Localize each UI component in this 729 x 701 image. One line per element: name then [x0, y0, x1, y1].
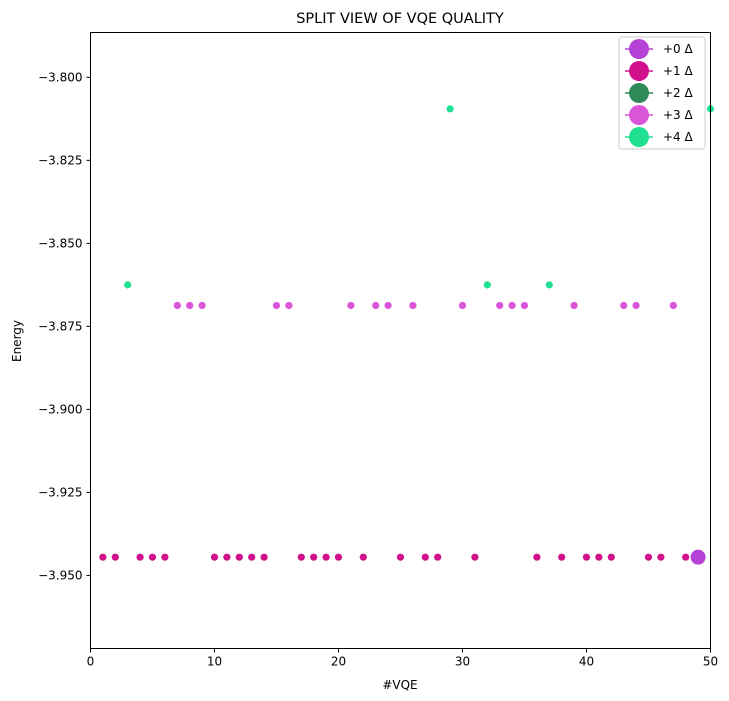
legend-marker — [629, 105, 649, 125]
scatter-point — [334, 553, 343, 561]
x-axis-label: #VQE — [382, 678, 417, 692]
scatter-point — [124, 281, 132, 289]
scatter-point — [446, 105, 454, 113]
scatter-point — [198, 301, 206, 310]
scatter-point — [632, 301, 640, 310]
x-tick-label: 0 — [87, 655, 95, 669]
scatter-point — [347, 301, 355, 310]
scatter-point — [409, 301, 417, 310]
x-axis: 0 10 20 30 40 50 — [87, 648, 718, 669]
scatter-point — [148, 553, 157, 561]
scatter-point — [297, 553, 305, 561]
legend-label: +3 Δ — [663, 108, 694, 122]
scatter-point — [483, 281, 491, 289]
scatter-point — [669, 301, 677, 310]
x-tick-label: 30 — [455, 655, 470, 669]
scatter-point — [260, 553, 268, 561]
y-tick-label: −3.800 — [38, 70, 82, 84]
scatter-point — [310, 553, 318, 561]
scatter-point — [508, 301, 516, 310]
scatter-point — [620, 301, 628, 310]
scatter-point — [248, 553, 256, 561]
scatter-point — [533, 553, 541, 561]
scatter-point — [545, 281, 553, 289]
scatter-point — [657, 553, 665, 561]
scatter-point — [186, 301, 194, 310]
scatter-point — [471, 553, 479, 561]
highlight-point — [690, 549, 706, 565]
scatter-point — [595, 553, 603, 561]
scatter-point — [161, 553, 169, 561]
legend-label: +2 Δ — [663, 86, 694, 100]
scatter-point — [99, 553, 107, 561]
scatter-point — [644, 553, 653, 561]
scatter-point — [520, 301, 529, 310]
scatter-point — [322, 553, 330, 561]
legend-label: +0 Δ — [663, 42, 694, 56]
scatter-point — [396, 553, 405, 561]
legend-marker — [629, 61, 649, 81]
legend-label: +1 Δ — [663, 64, 694, 78]
legend-marker — [629, 83, 649, 103]
scatter-point — [607, 553, 615, 561]
y-tick-label: −3.850 — [38, 236, 82, 250]
y-tick-label: −3.825 — [38, 153, 82, 167]
legend-marker — [629, 39, 649, 59]
y-axis-label: Energy — [10, 320, 24, 362]
chart-title: SPLIT VIEW OF VQE QUALITY — [296, 11, 504, 27]
legend-label: +4 Δ — [663, 130, 694, 144]
scatter-point — [359, 553, 367, 561]
y-tick-label: −3.875 — [38, 319, 82, 333]
x-tick-label: 40 — [579, 655, 594, 669]
scatter-point — [570, 301, 578, 310]
scatter-point — [434, 553, 442, 561]
scatter-point — [558, 553, 566, 561]
y-axis: −3.800 −3.825 −3.850 −3.875 −3.900 −3.925 −3.9… — [38, 70, 91, 582]
scatter-point — [582, 553, 591, 561]
scatter-point — [458, 301, 467, 310]
scatter-point — [272, 301, 281, 310]
x-tick-label: 50 — [703, 655, 718, 669]
x-tick-label: 20 — [331, 655, 346, 669]
y-tick-label: −3.950 — [38, 568, 82, 582]
scatter-point — [235, 553, 243, 561]
y-tick-label: −3.900 — [38, 402, 82, 416]
scatter-point — [210, 553, 219, 561]
y-tick-label: −3.925 — [38, 485, 82, 499]
legend: +0 Δ +1 Δ +2 Δ +3 Δ +4 Δ — [618, 36, 706, 150]
scatter-point — [372, 301, 380, 310]
scatter-point — [682, 553, 690, 561]
legend-marker — [629, 127, 649, 147]
scatter-point — [384, 301, 392, 310]
scatter-point — [173, 301, 181, 310]
x-tick-label: 10 — [207, 655, 222, 669]
plot-area — [90, 32, 711, 649]
data-marks — [99, 105, 715, 565]
scatter-point — [223, 553, 231, 561]
plot-frame — [90, 32, 711, 649]
scatter-point — [136, 553, 144, 561]
scatter-point — [111, 553, 119, 561]
scatter-point — [421, 553, 429, 561]
scatter-point — [496, 301, 504, 310]
scatter-point — [285, 301, 293, 310]
